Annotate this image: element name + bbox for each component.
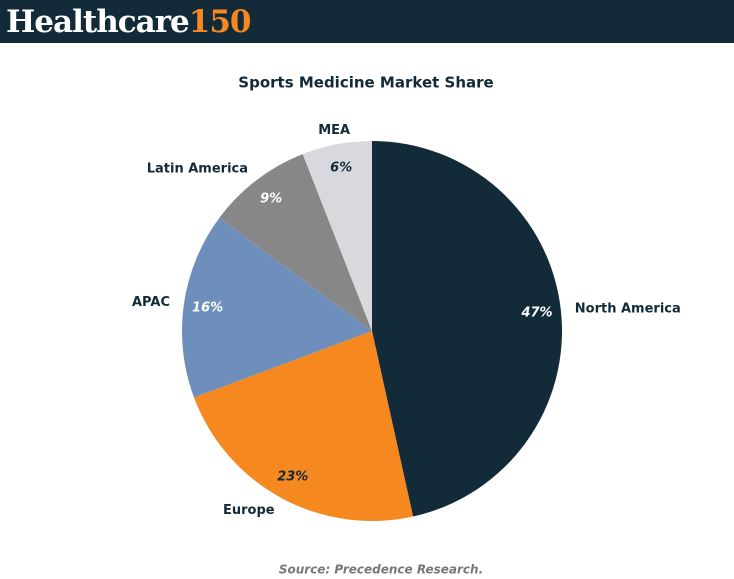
value-label: 6%: [330, 160, 352, 175]
value-label: 16%: [192, 300, 223, 315]
pie-slice: [219, 154, 372, 331]
chart-title: Sports Medicine Market Share: [238, 74, 493, 92]
header-bar: Healthcare 150: [0, 0, 734, 43]
chart: Sports Medicine Market Share Source: Pre…: [132, 74, 681, 577]
category-label: North America: [575, 301, 681, 316]
category-label: Europe: [223, 503, 275, 518]
pie-slice: [302, 141, 372, 331]
brand: Healthcare: [6, 3, 190, 40]
category-label: Latin America: [147, 161, 248, 176]
category-label: MEA: [318, 123, 350, 138]
pie-slice: [194, 331, 414, 521]
value-label: 9%: [260, 192, 282, 207]
value-label: 23%: [277, 469, 308, 484]
pie-slice: [372, 141, 562, 517]
brand-number: 150: [188, 3, 252, 40]
pie-slice: [182, 217, 372, 398]
source: Source: Precedence Research.: [279, 563, 483, 577]
value-label: 47%: [520, 305, 552, 320]
category-label: APAC: [132, 295, 170, 310]
